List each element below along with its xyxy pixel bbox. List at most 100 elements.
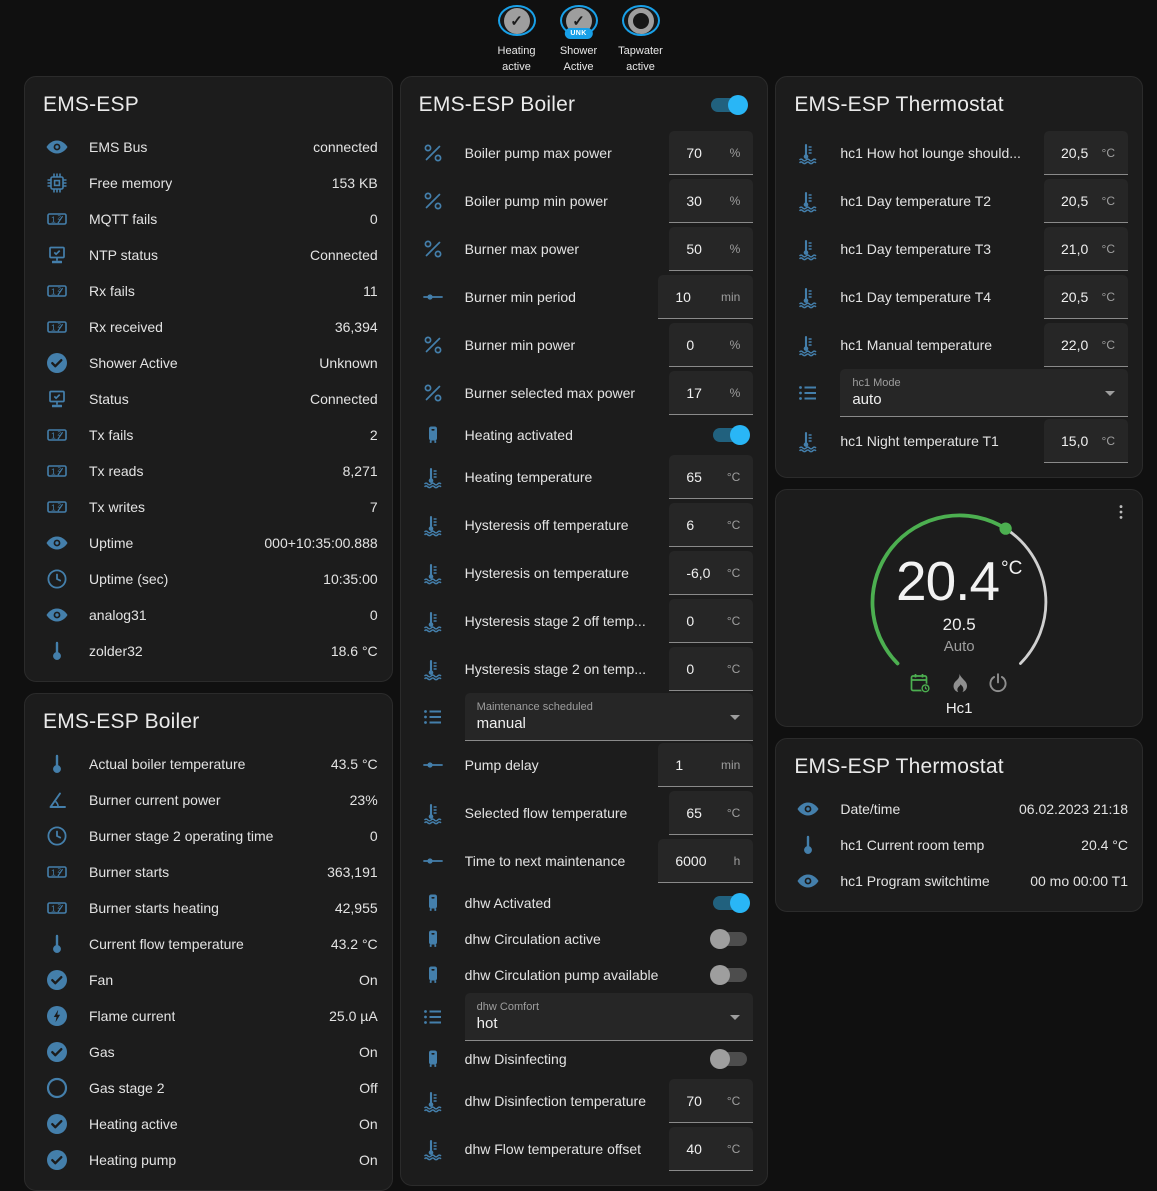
entity-label: Tx fails <box>89 427 134 443</box>
number-value: 65 <box>686 468 702 485</box>
slider-icon <box>421 753 445 777</box>
entity-row[interactable]: Status Connected <box>41 381 378 417</box>
entity-row: Burner max power 50% <box>417 225 754 273</box>
entity-row[interactable]: Date/time 06.02.2023 21:18 <box>792 791 1128 827</box>
entity-row[interactable]: Flame current 25.0 µA <box>41 998 378 1034</box>
badge-circle[interactable]: ✓ UNK <box>559 5 598 40</box>
select-value: manual <box>476 715 526 732</box>
eye-icon <box>796 797 820 821</box>
entity-row[interactable]: 1 2 Tx fails 2 <box>41 417 378 453</box>
entity-label: Burner min period <box>464 289 576 305</box>
entity-row[interactable]: analog31 0 <box>41 597 378 633</box>
entity-row[interactable]: Current flow temperature 43.2 °C <box>41 926 378 962</box>
temperature-dial[interactable] <box>855 498 1063 706</box>
number-input[interactable]: 22,0 °C <box>1044 323 1129 367</box>
number-input[interactable]: 15,0 °C <box>1044 419 1129 463</box>
entity-row: Hysteresis on temperature -6,0 °C <box>417 549 754 597</box>
coolant-icon <box>421 1089 445 1113</box>
entity-row[interactable]: Actual boiler temperature 43.5 °C <box>41 746 378 782</box>
number-unit: °C <box>1101 193 1116 208</box>
entity-row[interactable]: NTP status Connected <box>41 237 378 273</box>
svg-text:2: 2 <box>57 215 61 222</box>
entity-row[interactable]: 1 2 Tx writes 7 <box>41 489 378 525</box>
entity-row[interactable]: hc1 Program switchtime 00 mo 00:00 T1 <box>792 863 1128 899</box>
number-input[interactable]: 10 min <box>658 275 754 319</box>
entity-row[interactable]: 1 2 Rx received 36,394 <box>41 309 378 345</box>
binary-state-badge[interactable]: Tapwater active <box>612 5 670 76</box>
toggle-switch[interactable] <box>710 965 748 985</box>
calendar-clock-icon[interactable] <box>908 671 932 695</box>
number-input[interactable]: 17% <box>669 371 754 415</box>
badge-circle[interactable] <box>621 5 660 37</box>
entity-row[interactable]: 1 2 MQTT fails 0 <box>41 201 378 237</box>
entity-row[interactable]: hc1 Current room temp 20.4 °C <box>792 827 1128 863</box>
svg-text:2: 2 <box>57 503 61 510</box>
number-unit: °C <box>726 1093 741 1108</box>
binary-state-badge[interactable]: ✓ Heating active <box>488 5 546 76</box>
entity-value: 36,394 <box>334 319 378 335</box>
entity-row[interactable]: Free memory 153 KB <box>41 165 378 201</box>
badge-circle[interactable]: ✓ <box>497 5 536 37</box>
entity-row[interactable]: 1 2 Burner starts 363,191 <box>41 854 378 890</box>
toggle-switch[interactable] <box>710 929 748 949</box>
entity-row[interactable]: Shower Active Unknown <box>41 345 378 381</box>
entity-row[interactable]: Fan On <box>41 962 378 998</box>
number-input[interactable]: 20,5 °C <box>1044 131 1129 175</box>
entity-row: dhw Disinfecting <box>417 1041 754 1077</box>
number-input[interactable]: 65 °C <box>669 791 754 835</box>
eye-icon <box>45 603 69 627</box>
entity-row[interactable]: zolder32 18.6 °C <box>41 633 378 669</box>
select-input[interactable]: hc1 Mode auto <box>840 369 1129 417</box>
entity-label: Hysteresis stage 2 on temp... <box>464 661 646 677</box>
entity-value: 18.6 °C <box>330 643 378 659</box>
entity-row[interactable]: 1 2 Rx fails 11 <box>41 273 378 309</box>
number-input[interactable]: 0 °C <box>669 647 754 691</box>
entity-row[interactable]: 1 2 Burner starts heating 42,955 <box>41 890 378 926</box>
fire-icon[interactable] <box>947 671 971 695</box>
number-input[interactable]: 65 °C <box>669 455 754 499</box>
entity-row[interactable]: Uptime (sec) 10:35:00 <box>41 561 378 597</box>
entity-label: dhw Disinfecting <box>464 1051 567 1067</box>
number-input[interactable]: 50% <box>669 227 754 271</box>
entity-label: Selected flow temperature <box>464 805 628 821</box>
entity-row[interactable]: Uptime 000+10:35:00.888 <box>41 525 378 561</box>
number-unit: min <box>721 289 741 304</box>
dial-handle[interactable] <box>999 522 1012 535</box>
number-input[interactable]: 1 min <box>658 743 754 787</box>
more-options-button[interactable] <box>1110 500 1132 524</box>
number-input[interactable]: 6 °C <box>669 503 754 547</box>
number-input[interactable]: 20,5 °C <box>1044 275 1129 319</box>
entity-row[interactable]: Heating active On <box>41 1106 378 1142</box>
select-input[interactable]: dhw Comfort hot <box>464 993 754 1041</box>
entity-label: Uptime (sec) <box>89 571 169 587</box>
target-temperature: 20.5 <box>942 615 976 634</box>
binary-state-badge[interactable]: ✓ UNK Shower Active <box>550 5 608 76</box>
entity-row[interactable]: EMS Bus connected <box>41 129 378 165</box>
entity-row[interactable]: Burner current power 23% <box>41 782 378 818</box>
select-input[interactable]: Maintenance scheduled manual <box>464 693 754 741</box>
dashboard-columns: EMS-ESP EMS Bus connected Free memory 153 K… <box>24 76 1144 1191</box>
toggle-switch[interactable] <box>713 893 751 913</box>
entity-row[interactable]: Burner stage 2 operating time 0 <box>41 818 378 854</box>
number-input[interactable]: 20,5 °C <box>1044 179 1129 223</box>
select-label: dhw Comfort <box>476 1001 540 1013</box>
card-toggle-switch[interactable] <box>711 95 749 115</box>
number-input[interactable]: 70 °C <box>669 1079 754 1123</box>
number-input[interactable]: 70% <box>669 131 754 175</box>
toggle-switch[interactable] <box>713 425 751 445</box>
entity-label: Pump delay <box>464 757 539 773</box>
number-input[interactable]: 0% <box>669 323 754 367</box>
entity-row[interactable]: 1 2 Tx reads 8,271 <box>41 453 378 489</box>
number-input[interactable]: 0 °C <box>669 599 754 643</box>
entity-row[interactable]: Gas stage 2 Off <box>41 1070 378 1106</box>
number-input[interactable]: 21,0 °C <box>1044 227 1129 271</box>
number-input[interactable]: 40 °C <box>669 1127 754 1171</box>
number-input[interactable]: -6,0 °C <box>669 551 754 595</box>
number-input[interactable]: 6000 h <box>658 839 754 883</box>
entity-row[interactable]: Gas On <box>41 1034 378 1070</box>
number-input[interactable]: 30% <box>669 179 754 223</box>
entity-row[interactable]: Heating pump On <box>41 1142 378 1178</box>
power-icon[interactable] <box>986 671 1010 695</box>
toggle-switch[interactable] <box>710 1049 748 1069</box>
zone-name: Hc1 <box>945 700 973 717</box>
